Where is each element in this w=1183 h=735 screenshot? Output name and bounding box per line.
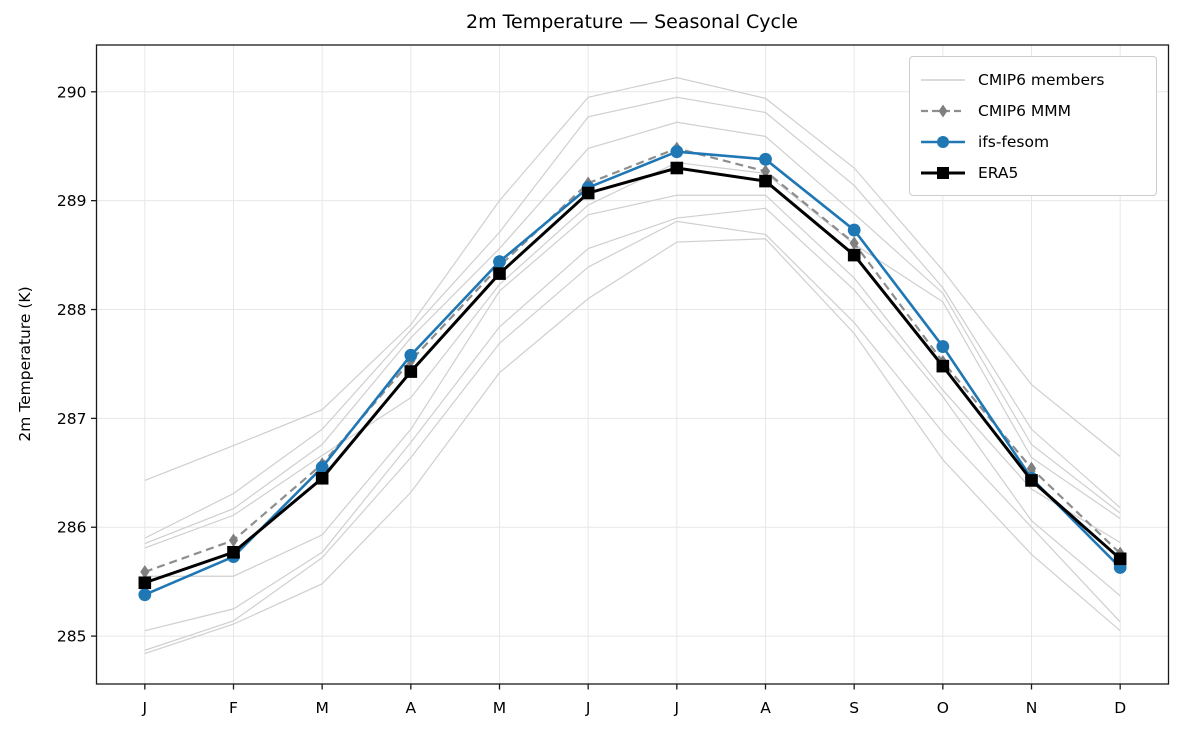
cmip6-member-line xyxy=(144,194,1121,577)
cmip6-member-line xyxy=(144,207,1121,632)
ifs-fesom-circle-marker xyxy=(315,460,329,474)
y-tick-label: 287 xyxy=(57,410,87,428)
x-tick-label: D xyxy=(1114,699,1126,717)
legend-entry: CMIP6 MMM xyxy=(920,95,1146,126)
era5-square-marker xyxy=(759,174,772,188)
legend-entry: CMIP6 members xyxy=(920,64,1146,95)
era5-square-marker xyxy=(936,359,950,373)
legend-label: CMIP6 members xyxy=(978,70,1105,89)
x-tick-label: J xyxy=(142,699,148,717)
era5-square-marker xyxy=(847,248,861,262)
legend-entry: ifs-fesom xyxy=(920,126,1146,157)
x-tick-label: A xyxy=(406,699,417,717)
cmip6-mmm-diamond-marker xyxy=(849,236,859,250)
legend-sample-square-icon xyxy=(921,166,965,179)
y-tick-label: 290 xyxy=(57,83,87,101)
y-tick-label: 285 xyxy=(57,628,87,646)
cmip6-mmm-diamond-marker xyxy=(140,565,150,579)
legend-sample-thin-diamond-icon xyxy=(921,104,965,117)
legend-sample-none-icon xyxy=(921,78,965,81)
legend-entry: ERA5 xyxy=(920,157,1146,188)
legend: CMIP6 members CMIP6 MMM ifs-fesom ERA5 xyxy=(909,56,1157,196)
x-tick-label: F xyxy=(229,699,238,717)
x-tick-label: A xyxy=(760,699,771,717)
y-tick-label: 289 xyxy=(57,192,87,210)
legend-label: ifs-fesom xyxy=(978,132,1050,151)
x-tick-label: N xyxy=(1026,699,1038,717)
x-tick-label: M xyxy=(315,699,328,717)
ifs-fesom-circle-marker xyxy=(138,588,152,602)
era5-square-marker xyxy=(670,161,684,175)
ifs-fesom-circle-marker xyxy=(670,145,684,159)
ifs-fesom-circle-marker xyxy=(936,340,950,353)
legend-ifs-circle xyxy=(937,135,949,148)
era5-square-marker xyxy=(138,576,152,590)
era5-square-marker xyxy=(581,186,595,200)
legend-era5-square xyxy=(937,166,949,179)
era5-square-marker xyxy=(493,267,506,280)
cmip6-member-line xyxy=(144,238,1121,655)
cmip6-member-line xyxy=(144,121,1121,545)
cmip6-mmm-diamond-marker xyxy=(760,164,771,179)
y-axis-label: 2m Temperature (K) xyxy=(16,286,34,442)
era5-square-marker xyxy=(1113,552,1127,566)
legend-mmm-diamond xyxy=(938,104,948,117)
era5-square-marker xyxy=(1025,474,1038,487)
axes-frame xyxy=(95,44,1170,685)
cmip6-member-line xyxy=(144,220,1121,651)
ifs-fesom-circle-marker xyxy=(404,348,418,362)
x-tick-label: J xyxy=(585,699,591,717)
ifs-fesom-circle-marker xyxy=(759,152,772,166)
y-tick-label: 288 xyxy=(57,301,87,319)
x-tick-label: J xyxy=(674,699,680,717)
y-tick-label: 286 xyxy=(57,519,87,537)
legend-label: ERA5 xyxy=(978,163,1019,182)
era5-square-marker xyxy=(404,365,418,378)
x-tick-label: O xyxy=(937,699,949,717)
legend-sample-circle-icon xyxy=(921,135,965,148)
cmip6-mmm-diamond-marker xyxy=(228,533,239,548)
chart-title: 2m Temperature — Seasonal Cycle xyxy=(466,11,798,33)
era5-square-marker xyxy=(227,545,240,559)
x-tick-label: M xyxy=(493,699,506,717)
x-tick-label: S xyxy=(849,699,859,717)
era5-square-marker xyxy=(315,471,329,485)
cmip6-mmm-diamond-marker xyxy=(1026,461,1037,476)
cmip6-mmm-line xyxy=(144,147,1121,573)
cmip6-member-line xyxy=(144,96,1121,539)
era5-line xyxy=(144,166,1122,585)
ifs-fesom-circle-marker xyxy=(493,255,506,269)
ifs-fesom-circle-marker xyxy=(847,223,861,237)
legend-label: CMIP6 MMM xyxy=(978,101,1072,120)
cmip6-member-line xyxy=(144,77,1121,481)
ifs-fesom-line xyxy=(144,150,1122,596)
cmip6-member-line xyxy=(144,161,1121,549)
